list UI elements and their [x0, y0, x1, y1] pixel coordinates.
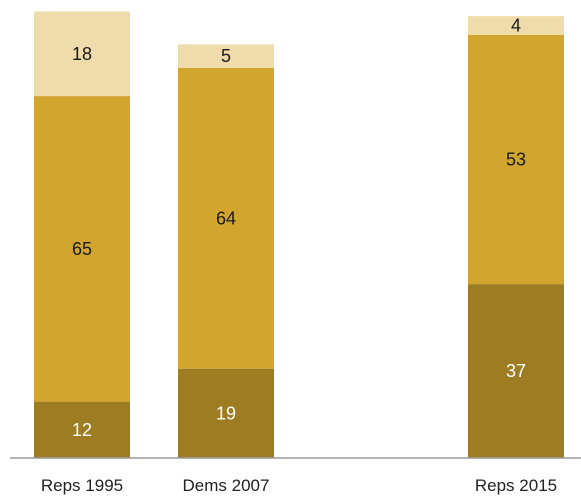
- category-label: Reps 1995: [41, 476, 123, 495]
- bar-value-label: 19: [216, 403, 236, 423]
- bar-segment: [34, 401, 130, 458]
- bar-segment: [178, 368, 274, 458]
- bar-segment: [34, 11, 130, 97]
- bar-value-label: 5: [221, 46, 231, 66]
- segment-labels-layer: 12 65 18 19 64 5 37 53 4: [72, 16, 526, 440]
- category-labels-layer: Reps 1995 Dems 2007 Reps 2015: [41, 476, 557, 495]
- bar-segment: [468, 284, 564, 458]
- bar-value-label: 4: [511, 16, 521, 36]
- bars-layer: [34, 11, 564, 458]
- bar-segment: [34, 96, 130, 402]
- bar-value-label: 37: [506, 361, 526, 381]
- bar-value-label: 64: [216, 208, 236, 228]
- bar-segment: [468, 35, 564, 285]
- bar-value-label: 12: [72, 420, 92, 440]
- bar-value-label: 18: [72, 44, 92, 64]
- bar-segment: [178, 67, 274, 369]
- category-label: Reps 2015: [475, 476, 557, 495]
- category-label: Dems 2007: [183, 476, 270, 495]
- bar-segment: [178, 44, 274, 68]
- bar-value-label: 65: [72, 239, 92, 259]
- bar-segment: [468, 16, 564, 35]
- bar-value-label: 53: [506, 150, 526, 170]
